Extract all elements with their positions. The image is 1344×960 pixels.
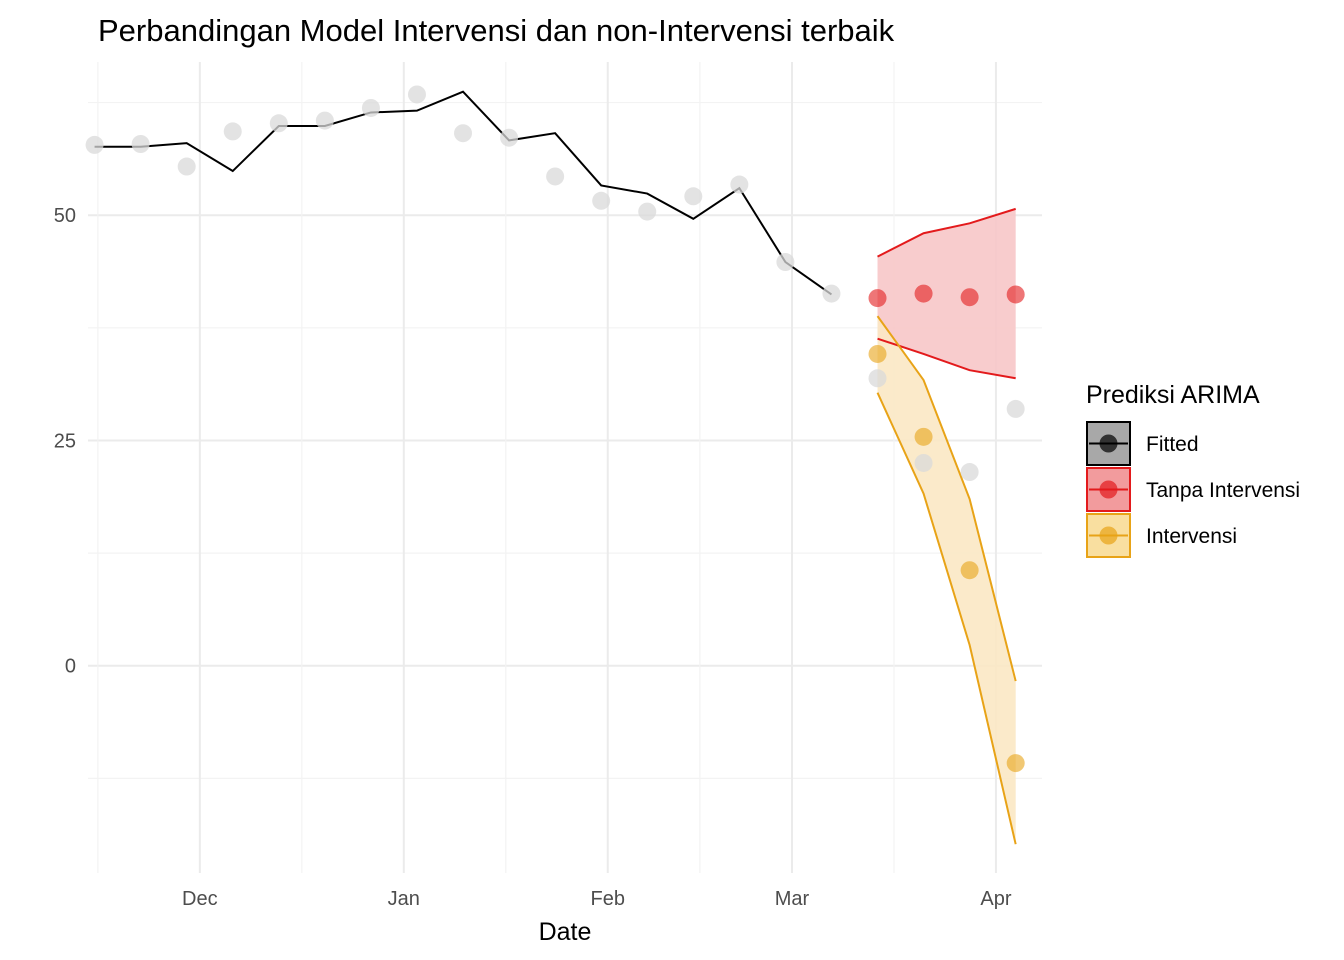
actual-point bbox=[500, 128, 519, 147]
actual-point bbox=[868, 369, 887, 388]
band-tanpa-intervensi bbox=[877, 208, 1016, 379]
band-upper-line bbox=[876, 315, 1017, 682]
x-tick-label: Jan bbox=[388, 888, 420, 910]
actual-point bbox=[546, 167, 565, 186]
actual-point bbox=[684, 187, 703, 206]
actual-point bbox=[638, 202, 657, 221]
x-tick-label: Dec bbox=[182, 888, 218, 910]
actual-point bbox=[454, 124, 473, 143]
actual-point bbox=[177, 157, 196, 176]
actual-point bbox=[85, 135, 104, 154]
actual-point bbox=[407, 85, 426, 104]
y-axis-ticks: 0 25 50 bbox=[54, 205, 76, 678]
forecast-point-tanpa-intervensi bbox=[914, 284, 933, 303]
forecast-point-tanpa-intervensi bbox=[1006, 285, 1025, 304]
forecast-point-intervensi bbox=[868, 344, 887, 363]
actual-point bbox=[822, 284, 841, 303]
forecast-point-tanpa-intervensi bbox=[960, 288, 979, 307]
band-upper-line bbox=[877, 207, 1016, 258]
forecast-bands bbox=[877, 208, 1016, 845]
legend-key-point bbox=[1099, 434, 1118, 453]
forecast-point-intervensi bbox=[914, 427, 933, 446]
legend-key-point bbox=[1099, 480, 1118, 499]
legend-item: Intervensi bbox=[1086, 513, 1237, 558]
band-intervensi bbox=[877, 316, 1016, 845]
actual-point bbox=[361, 98, 380, 117]
forecast-point-intervensi bbox=[960, 561, 979, 580]
actual-point bbox=[776, 253, 795, 272]
actual-point bbox=[315, 111, 334, 130]
grid bbox=[88, 62, 1042, 873]
legend-title: Prediksi ARIMA bbox=[1086, 381, 1260, 409]
x-tick-label: Mar bbox=[775, 888, 810, 910]
actual-points bbox=[85, 85, 1025, 482]
band-lower-line bbox=[876, 392, 1017, 845]
actual-point bbox=[730, 175, 749, 194]
forecast-point-intervensi bbox=[1006, 754, 1025, 773]
fitted-line bbox=[94, 90, 833, 296]
band-lower-line bbox=[877, 337, 1016, 380]
y-tick-label: 50 bbox=[54, 205, 76, 227]
y-tick-label: 25 bbox=[54, 430, 76, 452]
legend-label: Fitted bbox=[1146, 433, 1199, 456]
legend-key-point bbox=[1099, 526, 1118, 545]
forecast-point-tanpa-intervensi bbox=[868, 289, 887, 308]
x-tick-label: Feb bbox=[591, 888, 625, 910]
forecast-points bbox=[868, 284, 1025, 773]
legend: Prediksi ARIMA Fitted Tanpa Intervensi Int… bbox=[1086, 381, 1300, 558]
legend-label: Intervensi bbox=[1146, 525, 1237, 548]
actual-point bbox=[131, 135, 150, 154]
actual-point bbox=[223, 122, 242, 141]
actual-point bbox=[1006, 399, 1025, 418]
x-tick-label: Apr bbox=[980, 888, 1011, 910]
legend-label: Tanpa Intervensi bbox=[1146, 479, 1300, 502]
actual-point bbox=[269, 114, 288, 133]
chart-title: Perbandingan Model Intervensi dan non-In… bbox=[98, 13, 895, 48]
legend-item: Tanpa Intervensi bbox=[1086, 467, 1300, 512]
series-lines bbox=[94, 90, 1017, 845]
actual-point bbox=[960, 463, 979, 482]
y-tick-label: 0 bbox=[65, 656, 76, 678]
legend-item: Fitted bbox=[1086, 421, 1199, 466]
x-axis-ticks: Dec Jan Feb Mar Apr bbox=[182, 888, 1012, 910]
actual-point bbox=[914, 453, 933, 472]
x-axis-title: Date bbox=[539, 918, 592, 946]
actual-point bbox=[592, 191, 611, 210]
